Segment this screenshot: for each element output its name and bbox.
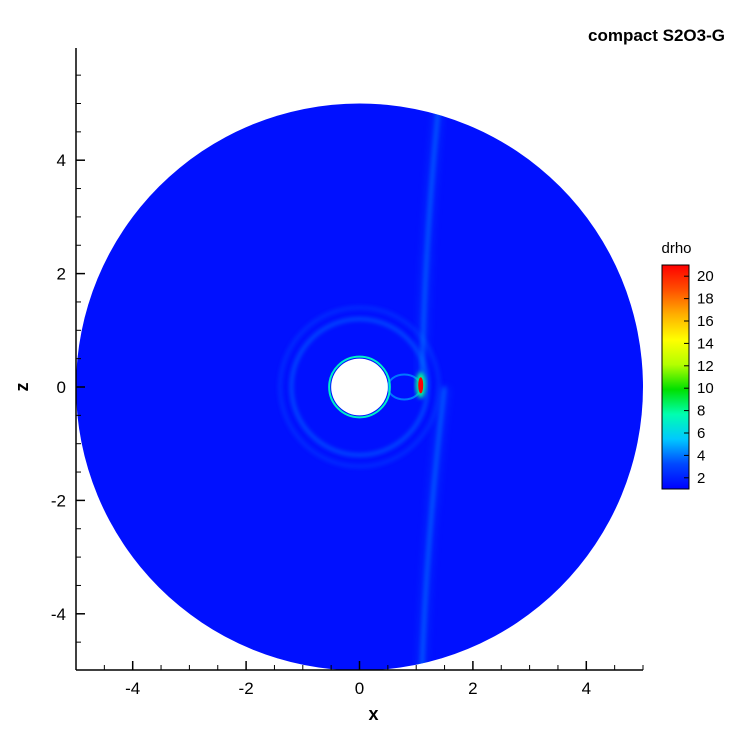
y-tick-label: -4 (51, 605, 66, 624)
x-tick-label: -2 (239, 679, 254, 698)
x-tick-label: 2 (468, 679, 477, 698)
colorbar-tick-label: 12 (697, 358, 714, 375)
y-tick-label: -2 (51, 491, 66, 510)
x-tick-label: -4 (125, 679, 140, 698)
density-streak-core (420, 386, 446, 671)
y-tick-label: 0 (57, 378, 66, 397)
colorbar: drho 2 4 6 8 10 12 14 16 18 20 (661, 240, 714, 490)
y-tick-label: 4 (57, 151, 66, 170)
chart-title: compact S2O3-G (588, 26, 725, 45)
central-body (331, 358, 388, 416)
x-axis-label: x (368, 704, 378, 724)
x-tick-label: 4 (582, 679, 591, 698)
colorbar-tick-label: 8 (697, 403, 705, 420)
x-tick-label: 0 (355, 679, 364, 698)
peak-core (418, 377, 424, 394)
colorbar-tick-label: 10 (697, 380, 714, 397)
colorbar-tick-label: 2 (697, 470, 705, 487)
y-axis-label: z (12, 383, 32, 392)
density-streak-core (420, 103, 441, 388)
colorbar-tick-label: 4 (697, 447, 705, 464)
body-edge (328, 355, 391, 419)
colorbar-gradient (661, 264, 690, 490)
colorbar-tick-label: 18 (697, 291, 714, 308)
colorbar-tick-label: 16 (697, 313, 714, 330)
field-layer (76, 103, 643, 671)
colorbar-tick-label: 6 (697, 425, 705, 442)
shock-ring (289, 317, 430, 457)
y-tick-label: 2 (57, 265, 66, 284)
colorbar-tick-label: 20 (697, 268, 714, 285)
field-features (278, 103, 450, 671)
axes-layer: -4 -2 0 2 4 -4 -2 0 2 4 x z (12, 48, 644, 724)
colorbar-title: drho (661, 240, 691, 257)
shock-ring (278, 306, 441, 468)
colorbar-tick-label: 14 (697, 335, 714, 352)
